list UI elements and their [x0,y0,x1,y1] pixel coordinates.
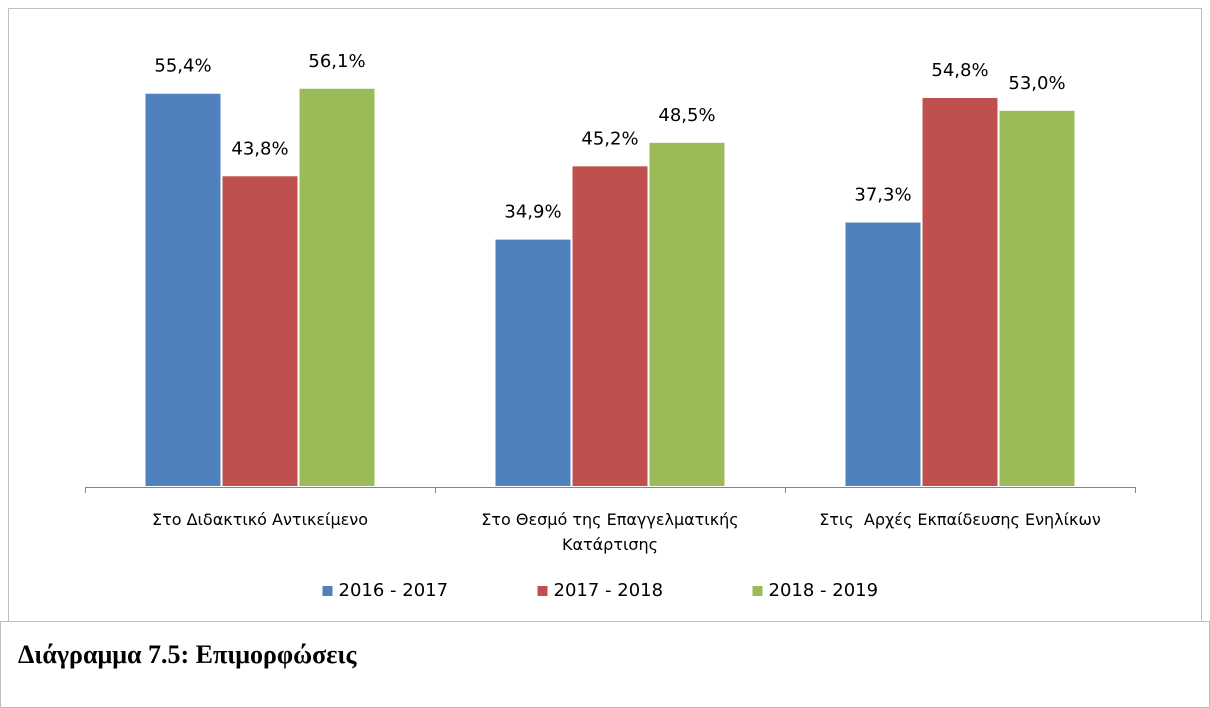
legend-label: 2017 - 2018 [554,580,664,601]
value-label: 45,2% [581,128,638,149]
bar [997,108,1077,488]
legend-swatch [752,586,763,596]
bar [843,220,923,488]
x-tick-label: Στο Θεσμό της Επαγγελματικής Κατάρτισης [481,510,744,554]
legend-label: 2016 - 2017 [339,580,449,601]
value-label: 48,5% [658,105,715,126]
caption: Διάγραμμα 7.5: Επιμορφώσεις [18,640,357,669]
value-label: 55,4% [154,56,211,77]
value-label: 56,1% [308,51,365,72]
value-label: 54,8% [931,60,988,81]
bar [493,237,573,488]
bar [920,96,1000,489]
legend-swatch [537,586,548,596]
value-label: 37,3% [854,185,911,206]
x-tick-label: Στο Διδακτικό Αντικείμενο [151,510,369,529]
bar [297,86,377,488]
value-label: 53,0% [1008,73,1065,94]
legend-label: 2018 - 2019 [769,580,879,601]
value-label: 34,9% [504,202,561,223]
legend-swatch [322,586,333,596]
bar [647,140,727,488]
bar [570,164,650,488]
bar [220,174,300,488]
value-label: 43,8% [231,138,288,159]
bar [143,91,223,488]
x-tick-label: Στις Αρχές Εκπαίδευσης Ενηλίκων [819,510,1101,529]
